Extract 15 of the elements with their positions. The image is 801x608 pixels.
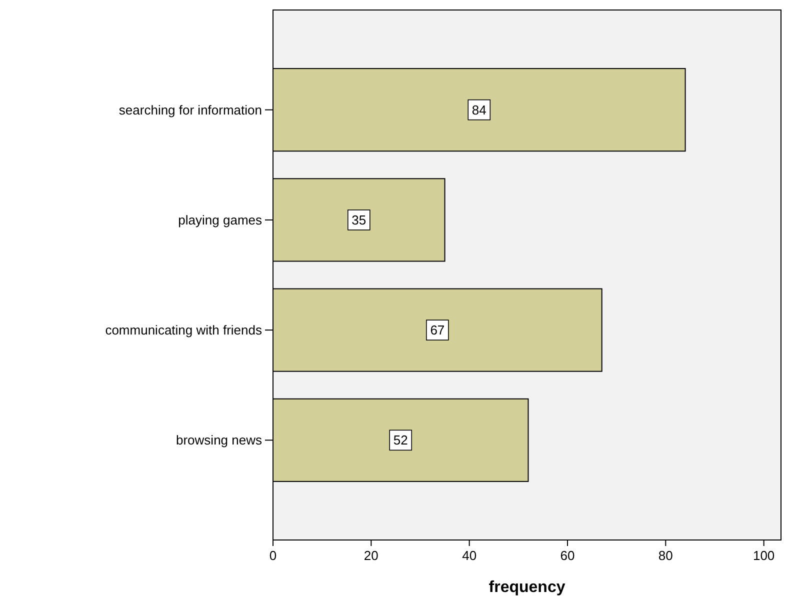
data-label: 67 <box>430 322 445 338</box>
y-tick-label: browsing news <box>176 432 262 448</box>
data-label: 84 <box>472 102 486 118</box>
y-tick-label: searching for information <box>118 102 262 118</box>
x-tick-label: 80 <box>658 548 673 563</box>
y-tick-label: playing games <box>178 212 262 228</box>
x-tick-label: 0 <box>269 548 277 563</box>
x-tick-label: 20 <box>364 548 378 563</box>
data-label: 35 <box>352 212 366 228</box>
x-tick-label: 60 <box>560 548 575 563</box>
x-tick-label: 40 <box>462 548 477 563</box>
x-tick-label: 100 <box>752 548 775 563</box>
x-axis-title: frequency <box>488 579 566 596</box>
y-tick-label: communicating with friends <box>105 322 262 338</box>
data-label: 52 <box>393 432 408 448</box>
